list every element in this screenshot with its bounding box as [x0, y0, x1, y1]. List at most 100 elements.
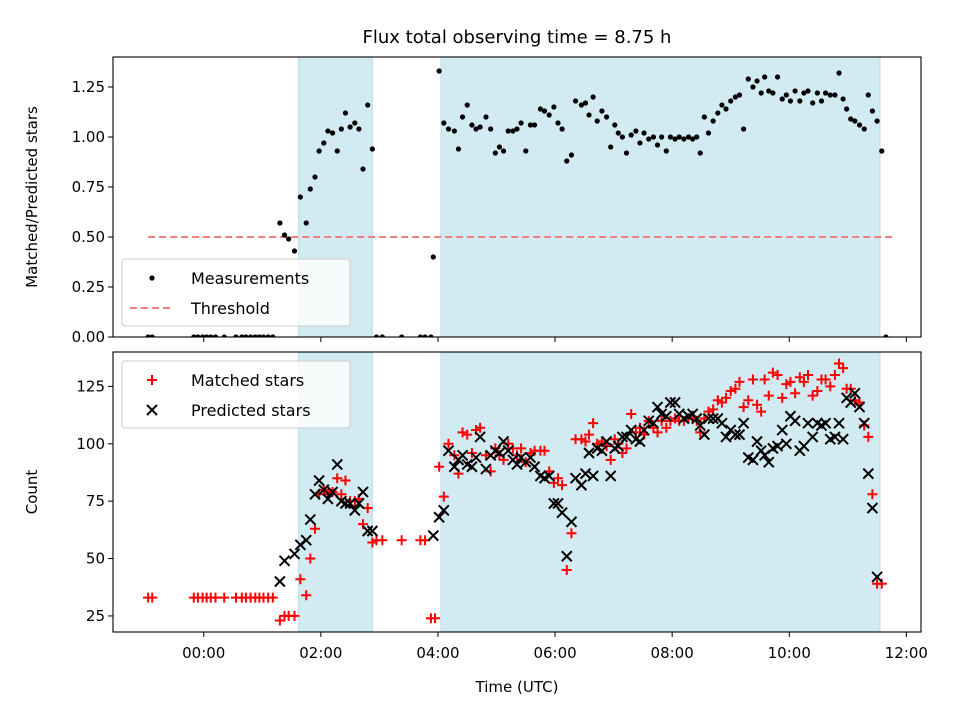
- data-point: [342, 110, 349, 116]
- data-point: [798, 376, 809, 387]
- data-point: [318, 483, 330, 496]
- data-point: [373, 334, 380, 337]
- data-point: [715, 110, 721, 116]
- data-point: [239, 334, 245, 337]
- data-point: [417, 334, 423, 337]
- data-point: [221, 334, 227, 337]
- data-point: [725, 386, 736, 397]
- data-point: [291, 248, 298, 254]
- data-point: [369, 146, 375, 152]
- data-point: [451, 128, 457, 134]
- data-point: [694, 134, 700, 140]
- data-point: [555, 120, 561, 126]
- data-point: [664, 396, 677, 409]
- legend-item: Threshold: [130, 299, 270, 318]
- data-point: [770, 90, 776, 96]
- data-point: [802, 369, 813, 380]
- data-point: [762, 74, 768, 80]
- data-point: [638, 424, 650, 436]
- data-point: [767, 367, 778, 378]
- data-point: [514, 126, 520, 132]
- data-point: [596, 444, 608, 457]
- data-point: [837, 433, 849, 445]
- data-point: [247, 334, 254, 337]
- data-point: [732, 94, 738, 100]
- data-point: [422, 334, 428, 337]
- data-point: [647, 417, 660, 429]
- data-point: [496, 144, 503, 150]
- data-point: [646, 136, 652, 142]
- data-point: [820, 374, 831, 385]
- data-point: [734, 376, 745, 387]
- data-point: [672, 136, 678, 142]
- data-point: [475, 422, 486, 433]
- data-point: [322, 493, 334, 505]
- data-point: [270, 334, 276, 337]
- data-point: [861, 126, 867, 132]
- data-point: [654, 142, 661, 148]
- axes-frame: [112, 351, 922, 633]
- data-point: [659, 134, 665, 140]
- data-point: [396, 535, 407, 546]
- plot-area: [145, 57, 895, 337]
- data-point: [356, 126, 362, 132]
- data-point: [586, 112, 592, 118]
- data-point: [833, 417, 845, 429]
- x-tick-label: 06:00: [533, 644, 576, 662]
- data-point: [362, 503, 373, 514]
- data-point: [685, 134, 692, 140]
- data-point: [329, 130, 336, 136]
- data-point: [457, 427, 468, 438]
- data-point: [723, 106, 729, 112]
- data-point: [300, 534, 312, 546]
- data-point: [733, 428, 746, 441]
- data-point: [502, 444, 514, 457]
- data-point: [708, 404, 719, 415]
- data-point: [605, 454, 616, 465]
- data-point: [464, 102, 470, 108]
- data-point: [309, 488, 321, 501]
- data-point: [357, 486, 369, 498]
- data-point: [438, 504, 450, 517]
- data-point: [301, 590, 312, 601]
- data-point: [527, 122, 534, 128]
- data-point: [204, 334, 210, 337]
- data-point: [707, 412, 719, 425]
- data-point: [798, 440, 810, 452]
- data-point: [756, 406, 767, 417]
- data-point: [566, 528, 577, 539]
- data-point: [844, 106, 850, 112]
- bottom-panel: 25 50 75 100 125 00:00 02:00 04:00 06:00 08:00 10:…: [23, 351, 928, 696]
- data-point: [690, 136, 696, 142]
- y-tick-label: 50: [86, 550, 105, 568]
- data-point: [195, 334, 201, 337]
- data-point: [759, 374, 770, 385]
- data-point: [728, 98, 734, 104]
- y-tick-label: 75: [86, 492, 105, 510]
- axes-frame: [112, 56, 922, 338]
- data-point: [750, 84, 756, 90]
- data-point: [779, 96, 785, 102]
- data-point: [321, 140, 327, 146]
- data-point: [427, 529, 439, 542]
- data-point: [691, 412, 703, 425]
- data-point: [361, 525, 374, 537]
- data-point: [740, 126, 747, 132]
- data-point: [316, 148, 322, 154]
- data-point: [787, 98, 794, 104]
- data-point: [730, 383, 741, 394]
- data-point: [488, 126, 494, 132]
- data-point: [745, 76, 751, 82]
- x-tick-label: 10:00: [768, 644, 811, 662]
- data-point: [814, 90, 820, 96]
- data-point: [480, 463, 492, 475]
- data-point: [848, 116, 854, 122]
- data-point: [603, 114, 610, 120]
- data-point: [539, 445, 550, 456]
- data-point: [634, 435, 646, 448]
- data-point: [492, 150, 498, 156]
- data-point: [840, 96, 846, 102]
- data-point: [874, 118, 880, 124]
- data-point: [628, 132, 634, 138]
- data-point: [661, 422, 672, 433]
